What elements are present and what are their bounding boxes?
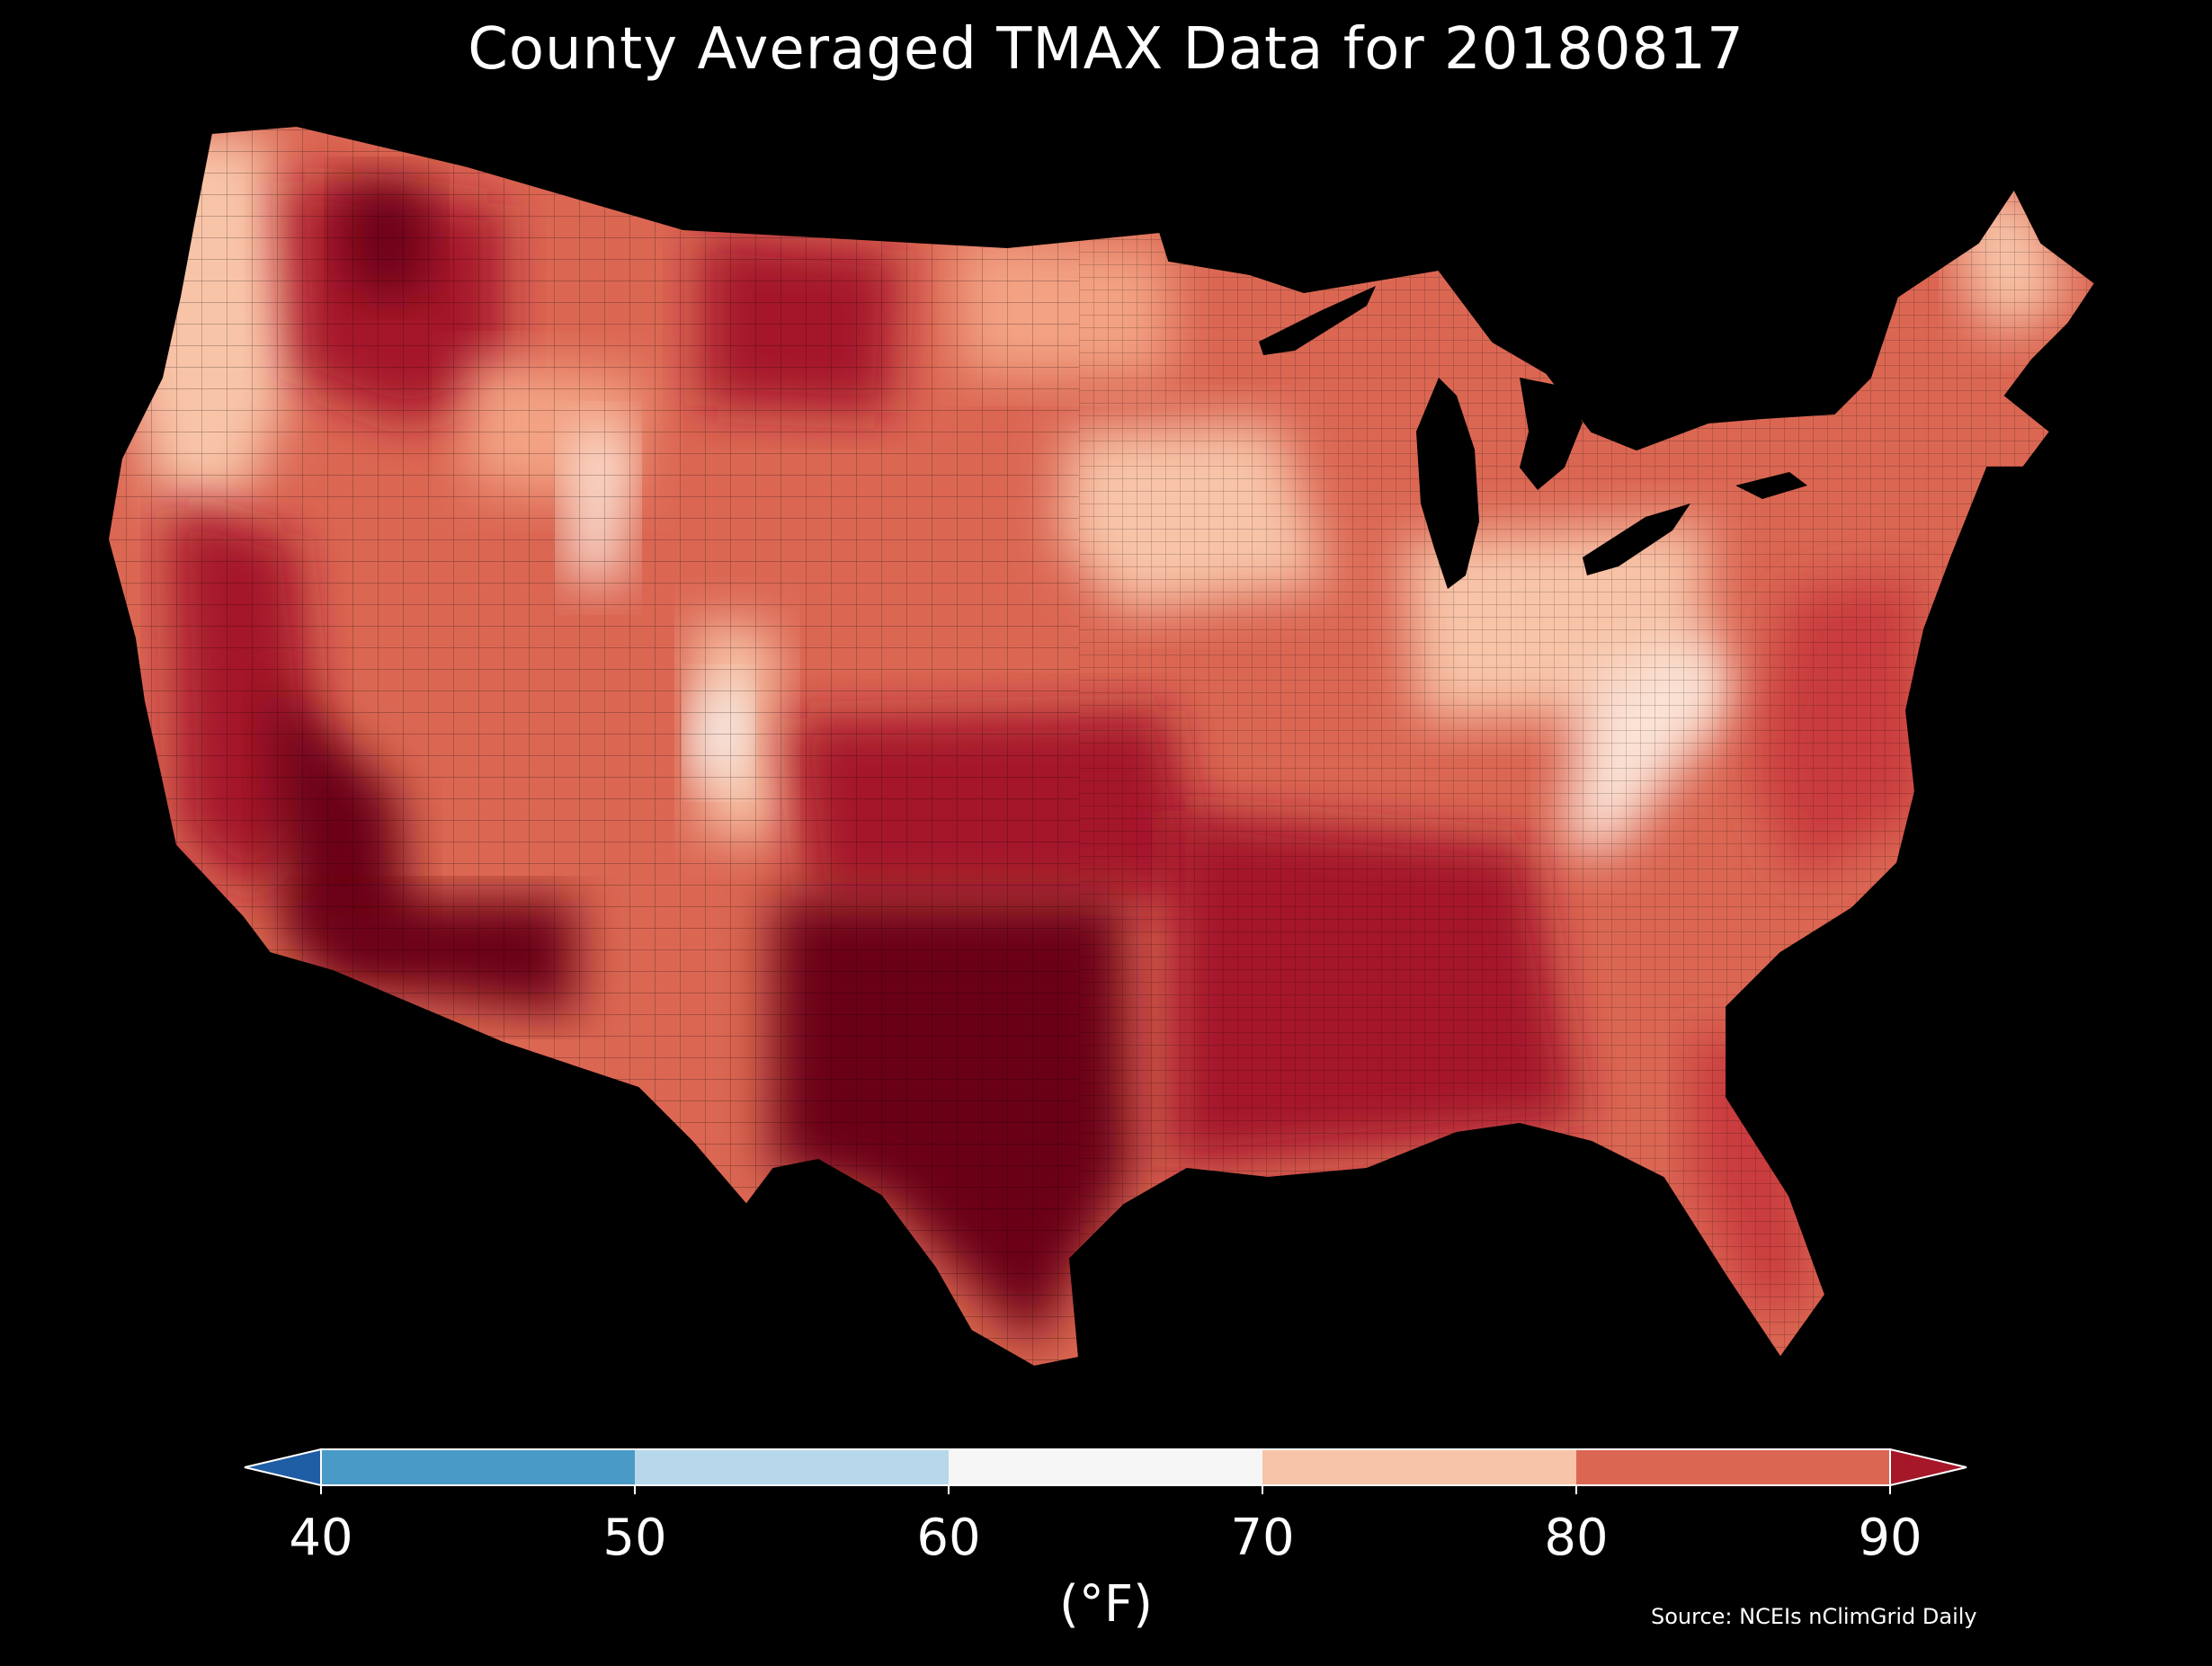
colorbar-bin-1 [635, 1449, 949, 1485]
lake-michigan [1416, 378, 1479, 589]
colorbar-bin-0 [321, 1449, 635, 1485]
colorbar-frame [320, 1448, 1891, 1486]
colorbar-over-arrow [1889, 1448, 1967, 1487]
colorbar-tick-label: 90 [1858, 1509, 1922, 1567]
colorbar-bin-3 [1262, 1449, 1576, 1485]
colorbar-bin-4 [1576, 1449, 1890, 1485]
lake-superior [1259, 286, 1376, 355]
colorbar-tick-label: 40 [289, 1509, 353, 1567]
map-title: County Averaged TMAX Data for 20180817 [468, 16, 1744, 83]
source-credit: Source: NCEIs nClimGrid Daily [1651, 1604, 1977, 1629]
colorbar-bin-2 [949, 1449, 1262, 1485]
colorbar-tick-label: 60 [916, 1509, 981, 1567]
colorbar-tick-label: 50 [602, 1509, 667, 1567]
lake-erie [1583, 503, 1690, 575]
colorbar-tick-label: 80 [1544, 1509, 1609, 1567]
lake-huron [1520, 378, 1583, 490]
colorbar-units-label: (°F) [1059, 1575, 1153, 1634]
colorbar-under-arrow [244, 1448, 322, 1487]
lake-ontario [1735, 472, 1807, 499]
colorbar-tick-label: 70 [1230, 1509, 1295, 1567]
